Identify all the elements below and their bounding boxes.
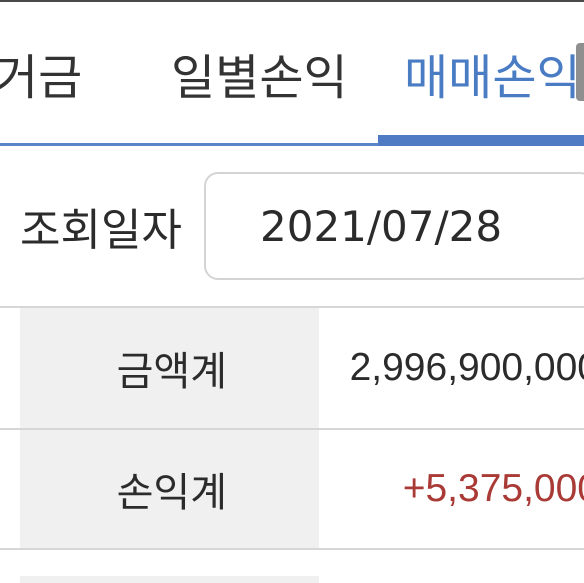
tab-daily-pl[interactable]: 일별손익 [171,50,348,106]
table-divider [0,428,584,430]
amount-total-value: 2,996,900,000 [349,346,584,389]
query-date-input[interactable] [204,172,584,280]
query-date-label: 조회일자 [20,205,182,256]
table-row-partial [20,576,319,583]
table-divider [0,306,584,308]
summary-row-pl: 손익계 +5,375,000 [0,430,584,548]
tab-trade-pl[interactable]: 매매손익 [404,50,581,106]
tab-partial[interactable]: 거금 [0,50,83,106]
active-tab-indicator [378,135,584,146]
pl-total-value: +5,375,000 [402,467,584,510]
pl-total-label: 손익계 [20,430,319,548]
tab-scroll-thumb[interactable] [576,43,584,101]
table-divider [0,548,584,550]
summary-row-amount: 금액계 2,996,900,000 [0,308,584,428]
tab-bar: 거금 일별손익 매매손익 [0,2,584,144]
top-border [0,0,584,2]
tab-bar-divider [0,143,584,146]
amount-total-label: 금액계 [20,308,319,428]
